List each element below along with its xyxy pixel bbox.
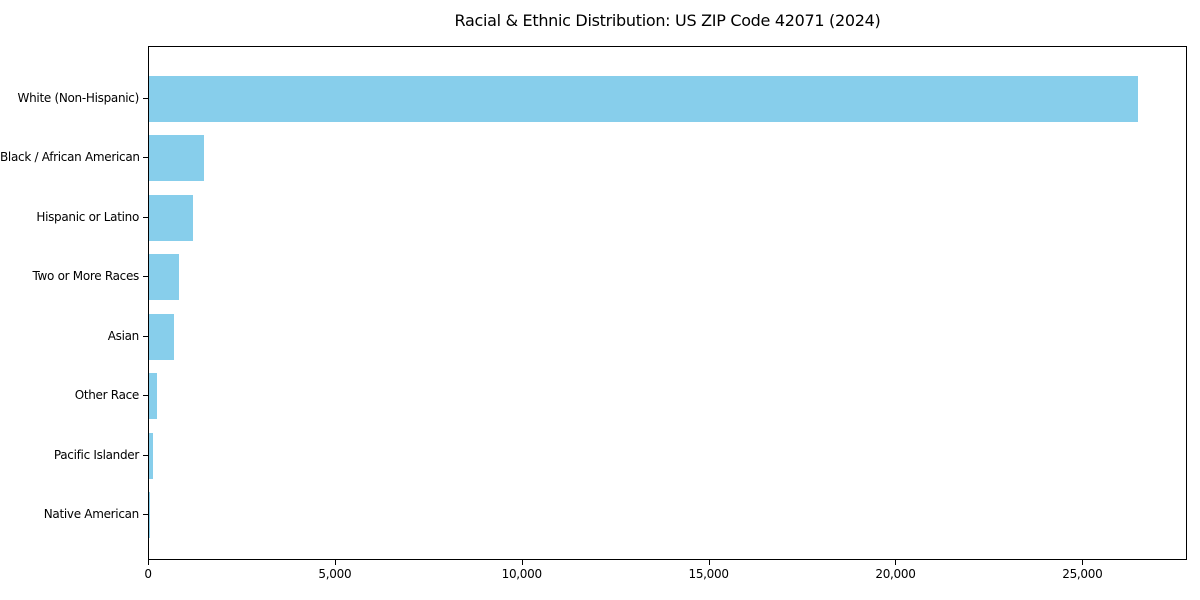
bar-white-non-hispanic — [149, 75, 1138, 122]
y-tick-label-asian: Asian — [107, 328, 140, 343]
y-tick-mark — [143, 97, 148, 99]
y-tick-mark — [143, 335, 148, 337]
bar-two-or-more-races — [149, 254, 179, 301]
x-tick-mark — [895, 560, 897, 565]
y-tick-label-pacific-islander: Pacific Islander — [53, 447, 139, 462]
y-tick-label-two-or-more-races: Two or More Races — [32, 269, 139, 284]
x-tick-mark — [334, 560, 336, 565]
bar-asian — [149, 313, 175, 360]
x-tick-label-25000: 25,000 — [1062, 567, 1103, 581]
y-tick-mark — [143, 276, 148, 278]
x-tick-mark — [148, 560, 149, 565]
x-tick-label-5000: 5,000 — [318, 567, 352, 581]
bar-native-american — [149, 492, 150, 539]
y-tick-label-hispanic-or-latino: Hispanic or Latino — [36, 209, 139, 224]
y-tick-label-native-american: Native American — [43, 507, 140, 522]
x-tick-mark — [1082, 560, 1084, 565]
chart-title: Racial & Ethnic Distribution: US ZIP Cod… — [454, 11, 881, 30]
bar-other-race — [149, 373, 158, 420]
bar-hispanic-or-latino — [149, 194, 194, 241]
bar-pacific-islander — [149, 432, 154, 479]
y-tick-mark — [143, 454, 148, 456]
y-tick-label-other-race: Other Race — [74, 388, 140, 403]
y-tick-mark — [143, 157, 148, 159]
x-tick-label-20000: 20,000 — [875, 567, 916, 581]
x-tick-mark — [708, 560, 710, 565]
x-tick-mark — [521, 560, 523, 565]
y-tick-label-white-non-hispanic: White (Non-Hispanic) — [17, 90, 140, 105]
y-tick-mark — [143, 216, 148, 218]
y-tick-label-black-african-american: Black / African American — [0, 150, 140, 165]
bar-black-african-american — [149, 135, 204, 182]
x-tick-label-15000: 15,000 — [688, 567, 730, 581]
plot-area — [148, 46, 1187, 560]
x-tick-label-10000: 10,000 — [501, 567, 543, 581]
y-tick-mark — [143, 514, 148, 516]
x-tick-label-0: 0 — [144, 567, 152, 581]
y-tick-mark — [143, 395, 148, 397]
